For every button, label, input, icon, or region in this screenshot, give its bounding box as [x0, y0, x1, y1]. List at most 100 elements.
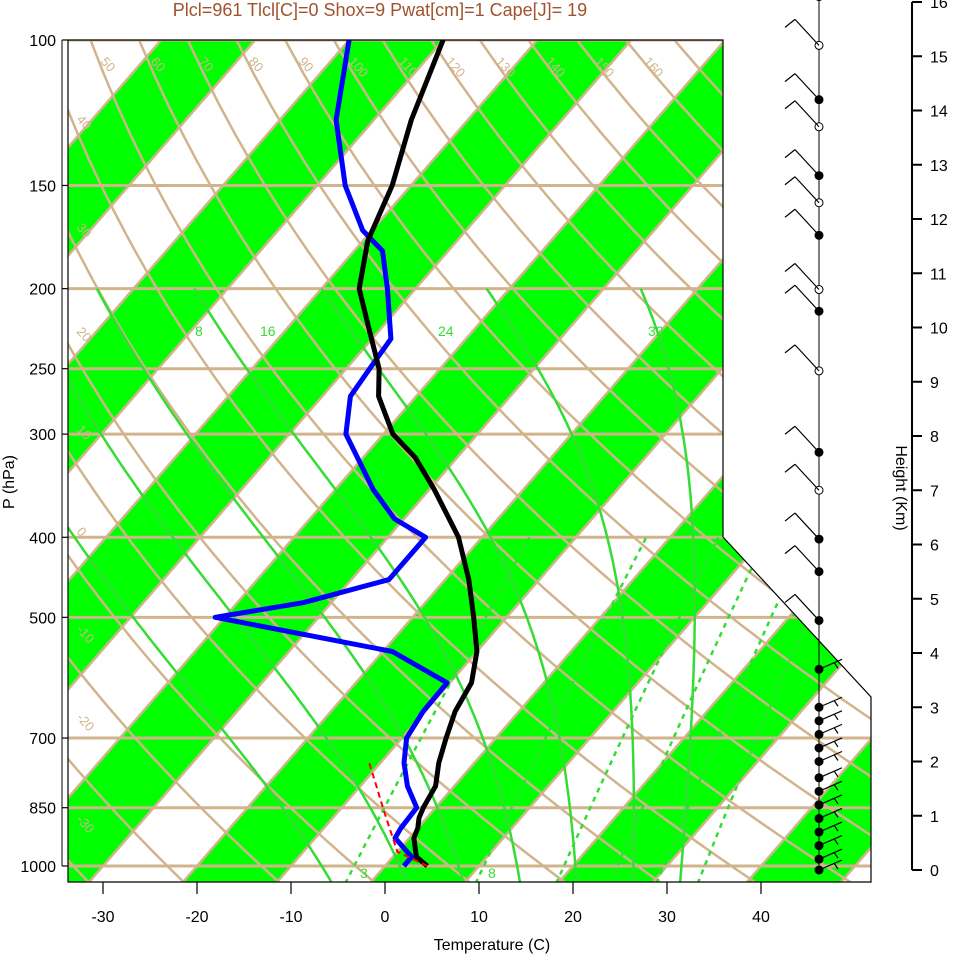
x-tick-label: -30 — [91, 909, 114, 926]
wind-barb-flag — [784, 100, 796, 110]
isotherm-band — [68, 40, 632, 882]
isotherm-line — [274, 40, 871, 882]
plot-border — [67, 39, 872, 883]
wind-barb-flag — [784, 149, 796, 159]
wind-barb — [794, 100, 820, 128]
isotherm-line — [68, 40, 257, 882]
theta-label: 120 — [443, 54, 469, 80]
mixing-ratio-line — [608, 536, 768, 882]
dry-adiabat — [68, 40, 472, 882]
x-tick-label: 40 — [752, 909, 770, 926]
wind-barb-flag — [833, 727, 839, 734]
isotherm-label: 10 — [722, 343, 743, 364]
isotherm-lines — [68, 40, 871, 882]
wind-barb — [818, 710, 843, 722]
wind-barb — [818, 723, 843, 735]
height-tick-label: 9 — [930, 375, 939, 392]
height-tick-label: 2 — [930, 755, 939, 772]
height-tick-label: 10 — [930, 321, 948, 338]
wind-barb-flag — [784, 344, 796, 354]
pressure-tick-label: 850 — [29, 801, 56, 818]
wind-barb-flag — [784, 73, 796, 83]
wind-barb — [794, 344, 820, 372]
isotherm-label: -10 — [747, 539, 771, 563]
theta-left-label: -20 — [74, 710, 98, 734]
wind-barb-flag — [833, 862, 839, 870]
height-tick-label: 15 — [930, 49, 948, 66]
wind-barb-flag — [784, 18, 796, 28]
wind-barb-flag — [833, 754, 839, 761]
pressure-tick-label: 150 — [29, 178, 56, 195]
wind-barb-flag — [784, 263, 796, 272]
wind-barb-flag — [784, 284, 796, 294]
wind-barb — [818, 737, 843, 749]
dry-adiabat — [68, 40, 377, 882]
wind-barb — [794, 425, 820, 453]
wind-barb — [818, 750, 843, 763]
moist-adiabat — [68, 288, 409, 882]
dry-adiabat — [186, 40, 871, 882]
pressure-tick-label: 1000 — [20, 859, 56, 876]
isotherm-label: -20 — [792, 587, 816, 611]
wind-barb-flag — [784, 425, 796, 435]
wind-barb-flag — [833, 740, 839, 748]
dry-adiabat — [68, 40, 758, 882]
wind-barb — [818, 807, 843, 820]
wind-barb-flag — [784, 176, 796, 186]
chart-title: Plcl=961 Tlcl[C]=0 Shox=9 Pwat[cm]=1 Cap… — [173, 0, 587, 20]
pressure-axis: 100 150 200 250 300 400 500 700 850 1000 — [20, 33, 68, 876]
theta-label: 50 — [98, 54, 119, 75]
pressure-tick-label: 100 — [29, 33, 56, 50]
temperature-line — [356, 40, 480, 868]
mixing-ratio-label: 8 — [488, 865, 496, 881]
height-tick-label: 16 — [930, 0, 948, 12]
wind-barb — [818, 780, 843, 792]
height-tick-label: 0 — [930, 863, 939, 880]
dewpoint-line — [212, 40, 450, 868]
height-tick-label: 5 — [930, 592, 939, 609]
wind-barb-flag — [833, 811, 839, 818]
wind-profile — [784, 0, 843, 875]
isotherm-band — [68, 40, 444, 882]
dry-adiabat — [68, 40, 568, 882]
wind-barb — [818, 835, 843, 847]
isotherm-line — [68, 40, 633, 882]
pressure-tick-label: 400 — [29, 530, 56, 547]
wind-barb-flag — [784, 512, 796, 522]
wind-barb — [818, 658, 843, 670]
pressure-tick-label: 500 — [29, 610, 56, 627]
wind-barb — [794, 18, 820, 46]
x-tick-label: -10 — [279, 909, 302, 926]
wind-barb — [794, 284, 820, 312]
theta-label: 160 — [641, 54, 667, 80]
wind-barb — [794, 149, 820, 177]
height-tick-label: 8 — [930, 429, 939, 446]
wind-barb-flag — [784, 208, 796, 218]
isotherm-line — [744, 40, 871, 882]
pressure-tick-label: 300 — [29, 427, 56, 444]
wind-barb-flag — [833, 661, 839, 669]
y-axis-title: P (hPa) — [1, 455, 18, 509]
x-tick-label: 10 — [470, 909, 488, 926]
height-axis-title: Height (Km) — [892, 445, 909, 530]
wind-barb — [794, 73, 820, 101]
x-tick-label: 0 — [381, 909, 390, 926]
isotherm-line — [556, 40, 871, 882]
wind-barb-flag — [833, 838, 839, 845]
dry-adiabat — [332, 40, 871, 882]
wind-barb-flag — [784, 545, 796, 555]
wind-barb — [818, 821, 843, 833]
isotherm-label: 20 — [722, 237, 743, 258]
pressure-tick-label: 700 — [29, 731, 56, 748]
moist-adiabat — [193, 288, 522, 882]
x-axis-title: Temperature (C) — [434, 937, 550, 954]
wind-barb-flag — [833, 824, 839, 832]
wind-barb-flag — [784, 593, 796, 603]
isotherm-line — [68, 40, 539, 882]
wind-dot — [816, 0, 822, 2]
isotherm-label: 0 — [722, 461, 737, 477]
dry-adiabat — [381, 40, 871, 882]
mixing-ratio-line — [555, 536, 720, 882]
moist-adiabat — [320, 287, 578, 882]
